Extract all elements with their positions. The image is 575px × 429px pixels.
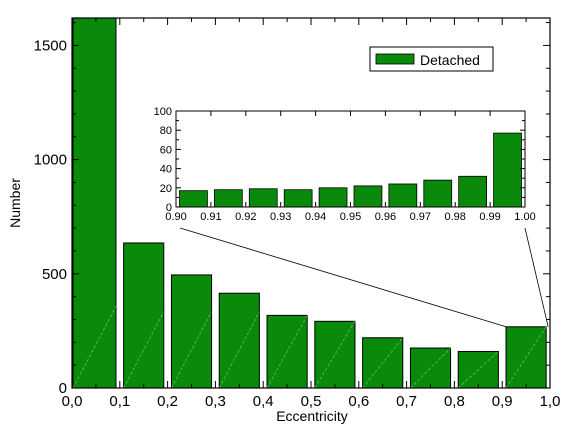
inset-bar-9 (493, 132, 522, 208)
bar-hatch-0 (72, 306, 117, 388)
x-tick-label: 1,0 (540, 393, 561, 410)
inset-background (146, 105, 535, 227)
inset-x-tick-label: 0.98 (444, 211, 465, 223)
bar-hatch-2 (171, 311, 212, 388)
inset-connector-lines (179, 227, 549, 328)
bar-1 (123, 242, 165, 388)
y-tick-label: 1500 (34, 37, 67, 54)
inset-chart: 0.90 0.91 0.92 0.93 0.94 0.95 0.96 0.97 0.98 0.99… (146, 105, 536, 227)
bar-7 (409, 347, 452, 388)
y-axis-title: Number (7, 178, 23, 228)
x-tick-label: 0,7 (396, 393, 417, 410)
y-tick-label: 1000 (34, 152, 67, 169)
inset-x-tick-label: 1.00 (514, 211, 535, 223)
inset-y-tick-label: 20 (160, 183, 172, 195)
inset-bar-8 (458, 175, 488, 208)
legend-label: Detached (420, 52, 480, 68)
bar-hatch-9 (505, 326, 547, 388)
bar-hatch-6 (362, 337, 404, 388)
x-tick-label: 0,8 (444, 393, 465, 410)
x-tick-label: 0,2 (157, 393, 178, 410)
inset-y-tick-label: 100 (154, 106, 172, 118)
inset-bar-4 (318, 187, 348, 208)
x-tick-label: 0,4 (253, 393, 274, 410)
connector-left (179, 227, 507, 328)
inset-y-tick-label: 80 (160, 125, 172, 137)
x-tick-label: 0,3 (205, 393, 226, 410)
legend-swatch (375, 53, 415, 65)
inset-y-tick-label: 40 (160, 164, 172, 176)
inset-bar-2 (248, 188, 278, 208)
inset-x-tick-label: 0.94 (305, 211, 326, 223)
y-tick-label: 0 (59, 380, 67, 397)
inset-bar-5 (353, 185, 383, 208)
x-tick-label: 0,5 (301, 393, 322, 410)
x-tick-label: 0,1 (109, 393, 130, 410)
bar-hatch-8 (458, 351, 499, 388)
inset-x-tick-label: 0.96 (375, 211, 396, 223)
bar-3 (218, 292, 260, 388)
inset-y-tick-label: 0 (166, 202, 172, 214)
bar-2 (170, 274, 213, 388)
bar-hatch-1 (123, 311, 165, 388)
inset-x-tick-label: 0.97 (410, 211, 431, 223)
inset-y-tick-label: 60 (160, 144, 172, 156)
legend: Detached (369, 46, 494, 72)
inset-bar-6 (388, 183, 418, 208)
x-axis-title: Eccentricity (276, 408, 348, 424)
connector-right (524, 227, 549, 327)
inset-bar-1 (213, 189, 243, 208)
bar-hatch-5 (314, 321, 356, 388)
inset-x-tick-label: 0.95 (340, 211, 361, 223)
x-tick-label: 0,6 (348, 393, 369, 410)
inset-bar-3 (283, 189, 313, 208)
main-ticks: 0,0 0,1 0,2 0,3 0,4 0,5 0,6 0,7 0,8 0,9 1,0 0 500 100… (34, 18, 561, 410)
inset-bar-7 (423, 179, 453, 208)
x-tick-label: 0,0 (62, 393, 83, 410)
inset-x-tick-label: 0.91 (200, 211, 221, 223)
bar-hatch-3 (218, 311, 260, 388)
inset-x-tick-label: 0.92 (235, 211, 256, 223)
main-bars (72, 18, 547, 388)
x-tick-label: 0,9 (492, 393, 513, 410)
inset-bar-0 (179, 190, 208, 208)
bar-0 (72, 18, 117, 388)
y-tick-label: 500 (42, 266, 67, 283)
inset-x-tick-label: 0.93 (270, 211, 291, 223)
bar-hatch-7 (410, 347, 451, 388)
inset-x-tick-label: 0.90 (165, 211, 186, 223)
bar-hatch-4 (266, 315, 308, 388)
inset-x-tick-label: 0.99 (479, 211, 500, 223)
